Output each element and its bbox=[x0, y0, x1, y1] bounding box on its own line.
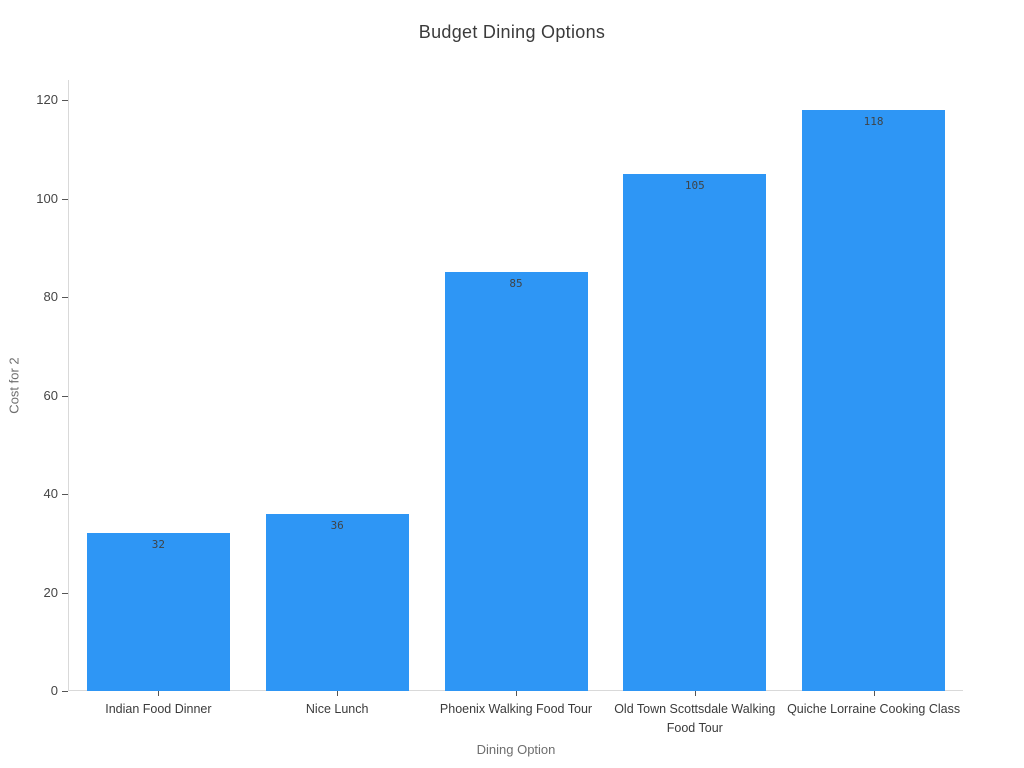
x-tick-label: Indian Food Dinner bbox=[105, 702, 212, 716]
y-tick-label: 40 bbox=[43, 486, 58, 501]
y-tick-mark bbox=[62, 494, 68, 495]
y-tick-label: 100 bbox=[36, 190, 58, 206]
y-tick-label: 20 bbox=[43, 584, 58, 600]
x-tick-label: Quiche Lorraine Cooking Class bbox=[787, 702, 961, 716]
bar-value-label: 32 bbox=[151, 538, 166, 552]
bar: 118 bbox=[802, 109, 946, 691]
bar-value-label: 85 bbox=[509, 277, 523, 291]
bar-value-label: 118 bbox=[863, 114, 884, 128]
y-tick-label: 60 bbox=[43, 387, 58, 403]
bar-value-label: 105 bbox=[684, 178, 705, 192]
x-tick-label: Old Town Scottsdale Walking Food Tour bbox=[614, 702, 776, 735]
y-axis-line bbox=[68, 80, 69, 691]
x-tick-mark bbox=[337, 691, 339, 696]
y-tick-mark bbox=[62, 592, 68, 594]
x-axis-title: Dining Option bbox=[476, 742, 556, 757]
y-tick-mark bbox=[62, 691, 68, 692]
x-tick-mark bbox=[694, 691, 696, 696]
bar: 32 bbox=[86, 533, 230, 691]
y-tick-mark bbox=[62, 198, 68, 200]
bar: 36 bbox=[265, 513, 409, 691]
y-tick-mark bbox=[62, 100, 68, 101]
y-tick-label: 120 bbox=[36, 92, 58, 107]
bar: 105 bbox=[623, 173, 767, 691]
x-tick-label: Nice Lunch bbox=[305, 702, 369, 716]
y-tick-label: 80 bbox=[43, 289, 58, 304]
x-tick-mark bbox=[873, 691, 875, 696]
chart-title: Budget Dining Options bbox=[418, 22, 606, 42]
y-tick-label: 0 bbox=[50, 683, 58, 698]
y-tick-mark bbox=[62, 297, 68, 298]
bar-value-label: 36 bbox=[330, 518, 344, 532]
x-tick-mark bbox=[516, 691, 517, 696]
x-tick-mark bbox=[158, 691, 160, 696]
x-tick-label: Phoenix Walking Food Tour bbox=[439, 702, 593, 716]
bar: 85 bbox=[444, 272, 588, 691]
y-axis-title: Cost for 2 bbox=[6, 357, 22, 414]
y-tick-mark bbox=[62, 395, 68, 397]
